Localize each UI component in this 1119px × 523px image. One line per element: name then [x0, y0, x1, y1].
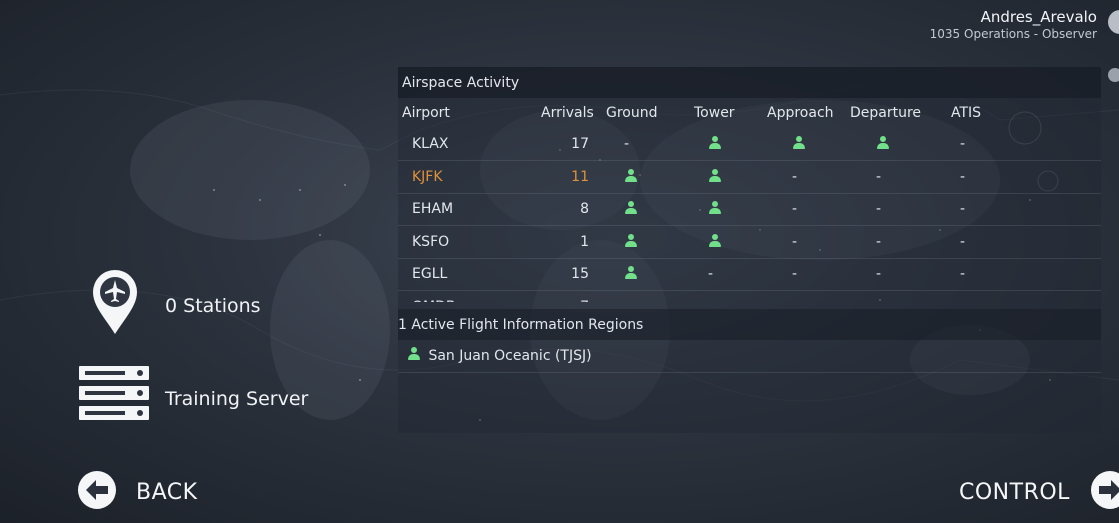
controller-online-icon: [708, 168, 722, 183]
airport-atis: -: [960, 233, 966, 250]
tower-controller-online-icon: [708, 168, 722, 187]
airport-arrivals: 1: [580, 233, 589, 250]
ground-controller-online-icon: [624, 201, 638, 219]
col-departure: Departure: [850, 105, 922, 121]
airport-approach: -: [792, 266, 798, 282]
airport-row[interactable]: EGLL 15 - - - -: [398, 258, 1101, 291]
airport-list[interactable]: KLAX 17 - - KJFK 11 - - - EHAM 8 - - - KSFO 1 - - - EGLL 15 -…: [398, 128, 1101, 302]
controller-online-icon: [624, 201, 638, 215]
airport-row[interactable]: KSFO 1 - - -: [398, 226, 1101, 259]
airport-code: KJFK: [412, 168, 443, 185]
airport-arrivals: 8: [580, 201, 589, 217]
airport-row[interactable]: KLAX 17 - -: [398, 128, 1101, 161]
approach-controller-online-icon: [792, 136, 806, 154]
tower-controller-online-icon: [708, 201, 722, 219]
back-label[interactable]: BACK: [136, 480, 198, 505]
airport-ground: -: [624, 136, 630, 152]
airport-atis: -: [960, 266, 966, 282]
airport-code: EHAM: [412, 201, 454, 217]
airport-row[interactable]: EHAM 8 - - -: [398, 193, 1101, 226]
tower-controller-online-icon: [708, 136, 722, 154]
airport-departure: -: [876, 168, 882, 185]
col-ground: Ground: [606, 105, 658, 121]
airport-tower: -: [708, 266, 714, 282]
airport-arrivals: 15: [571, 266, 589, 282]
controller-online-icon: [708, 136, 722, 150]
fir-title: 1 Active Flight Information Regions: [398, 309, 1101, 340]
stations-label: 0 Stations: [165, 295, 261, 317]
fir-title-text: 1 Active Flight Information Regions: [398, 317, 644, 333]
ground-controller-online-icon: [624, 168, 638, 187]
server-label: Training Server: [165, 388, 309, 410]
col-approach: Approach: [767, 105, 834, 121]
airport-atis: -: [960, 136, 966, 152]
controller-online-icon: [708, 233, 722, 248]
col-arrivals: Arrivals: [541, 105, 594, 121]
airport-row[interactable]: KJFK 11 - - -: [398, 161, 1101, 194]
airport-departure: -: [876, 201, 882, 217]
controller-online-icon: [624, 168, 638, 183]
departure-controller-online-icon: [876, 136, 890, 154]
controller-online-icon: [792, 136, 806, 150]
control-button[interactable]: [1091, 471, 1119, 509]
server-icon: [79, 366, 149, 420]
fir-item[interactable]: San Juan Oceanic (TJSJ): [398, 340, 1101, 373]
arrow-right-icon: [1099, 480, 1119, 500]
airport-departure: -: [876, 233, 882, 250]
controller-online-icon: [407, 347, 421, 361]
controller-online-icon: [876, 136, 890, 150]
airport-arrivals: 7: [398, 299, 589, 303]
user-role: 1035 Operations - Observer: [929, 27, 1097, 41]
col-atis: ATIS: [951, 105, 982, 121]
airport-code: KLAX: [412, 136, 449, 152]
airport-code: KSFO: [412, 233, 450, 250]
airport-approach: -: [792, 233, 798, 250]
airport-atis: -: [960, 168, 966, 185]
location-pin-icon: [93, 270, 137, 334]
col-tower: Tower: [694, 105, 735, 121]
airport-arrivals: 17: [571, 136, 589, 152]
controller-online-icon: [624, 233, 638, 248]
user-name: Andres_Arevalo: [980, 8, 1097, 26]
controller-online-icon: [624, 266, 638, 280]
settings-icon[interactable]: [1108, 68, 1119, 82]
airport-code: EGLL: [412, 266, 448, 282]
ground-controller-online-icon: [624, 266, 638, 284]
airport-departure: -: [876, 266, 882, 282]
fir-item-name: San Juan Oceanic (TJSJ): [428, 348, 592, 364]
arrow-left-icon: [86, 480, 108, 500]
profile-icon[interactable]: [1108, 10, 1119, 34]
user-info: Andres_Arevalo 1035 Operations - Observe…: [930, 8, 1097, 41]
airport-code: OMDB: [412, 299, 455, 303]
control-label[interactable]: CONTROL: [959, 480, 1070, 505]
controller-online-icon: [708, 201, 722, 215]
airspace-title: Airspace Activity: [398, 67, 1101, 98]
airport-row[interactable]: OMDB7: [398, 291, 1101, 303]
airport-approach: -: [792, 168, 798, 185]
tower-controller-online-icon: [708, 233, 722, 252]
ground-controller-online-icon: [624, 233, 638, 252]
airport-atis: -: [960, 201, 966, 217]
back-button[interactable]: [78, 471, 116, 509]
col-airport: Airport: [402, 105, 450, 121]
airspace-panel: Airspace Activity Airport Arrivals Groun…: [398, 67, 1101, 433]
airport-arrivals: 11: [571, 168, 589, 185]
airport-approach: -: [792, 201, 798, 217]
